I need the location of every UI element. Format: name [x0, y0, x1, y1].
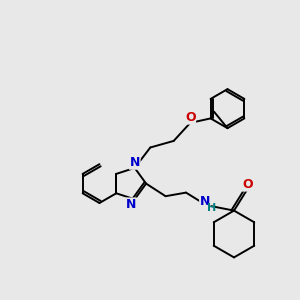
Text: H: H [207, 202, 216, 213]
Text: N: N [130, 156, 140, 169]
Text: N: N [200, 195, 210, 208]
Text: O: O [185, 111, 196, 124]
Text: N: N [126, 198, 136, 211]
Text: O: O [242, 178, 253, 191]
